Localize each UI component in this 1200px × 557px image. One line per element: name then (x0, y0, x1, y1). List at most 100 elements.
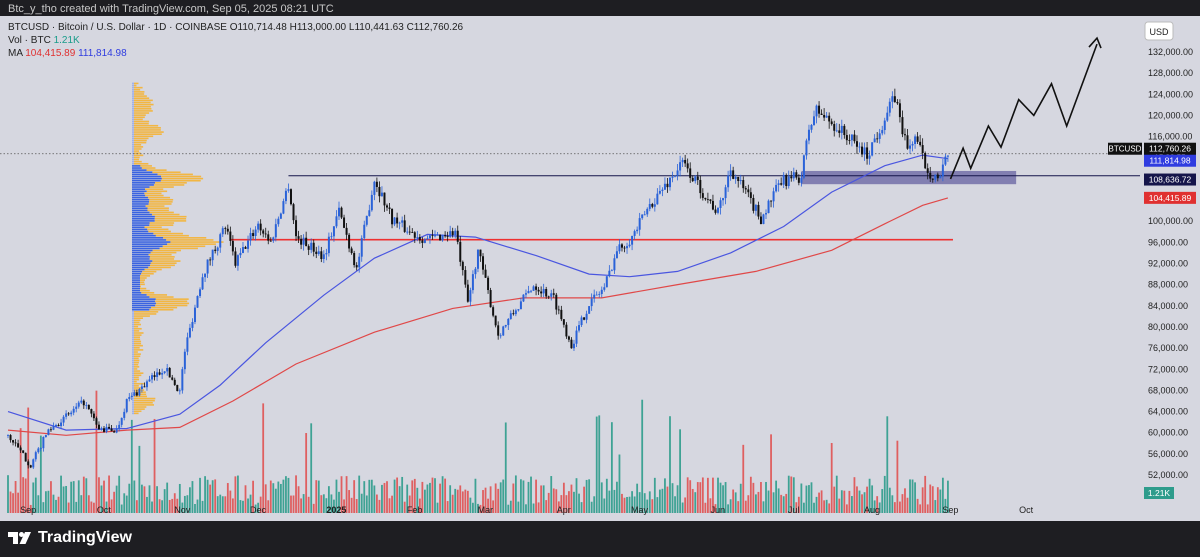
profile-bar (132, 182, 156, 184)
volume-bar (279, 483, 282, 513)
candle-body (201, 277, 204, 290)
candle-body (300, 238, 303, 245)
candle-body (464, 270, 467, 285)
profile-bar (146, 169, 167, 171)
candle-body (668, 177, 671, 188)
volume-bar (797, 496, 800, 513)
candle-body (171, 377, 174, 380)
profile-bar (134, 112, 150, 114)
profile-bar (134, 150, 140, 152)
volume-bar (578, 493, 580, 513)
candle-body (236, 255, 239, 266)
volume-bar (646, 499, 649, 513)
volume-bar (631, 491, 633, 513)
volume-bar (65, 485, 68, 513)
tradingview-logo[interactable]: TradingView (8, 529, 132, 547)
profile-bar (134, 103, 154, 106)
volume-bar (211, 480, 214, 513)
profile-bar (132, 156, 134, 159)
candle-body (343, 217, 346, 228)
profile-bar (132, 245, 163, 248)
profile-bar (160, 179, 201, 182)
volume-bar (95, 390, 98, 513)
volume-bar (555, 489, 558, 513)
candle-body (853, 134, 856, 142)
volume-bar (931, 486, 934, 513)
profile-bar (132, 319, 134, 322)
candle-body (759, 216, 762, 224)
currency-button[interactable] (1144, 21, 1174, 41)
volume-bar (77, 480, 80, 513)
candle-body (800, 177, 803, 183)
volume-bar (403, 501, 406, 513)
profile-bar (132, 88, 134, 91)
candle-body (838, 130, 841, 133)
price-tag-value: 108,636.72 (1149, 175, 1192, 185)
candle-body (42, 436, 45, 449)
profile-bar (132, 260, 153, 262)
volume-bar (623, 497, 626, 513)
profile-bar (132, 395, 134, 398)
candle-body (628, 244, 631, 247)
volume-bar (315, 480, 318, 513)
volume-bar (941, 477, 944, 513)
volume-bar (830, 442, 833, 513)
profile-bar (134, 137, 149, 140)
footer-bar: TradingView (0, 521, 1200, 557)
candle-body (535, 286, 538, 290)
volume-bar (893, 502, 896, 513)
profile-bar (145, 188, 164, 190)
candle-body (239, 252, 242, 256)
profile-bar (155, 234, 189, 237)
time-tick-label: Jul (788, 505, 800, 515)
candle-body (355, 265, 358, 268)
candle-body (335, 216, 338, 227)
candle-body (663, 183, 666, 190)
volume-bar (580, 502, 583, 513)
profile-bar (132, 277, 140, 279)
candle-body (517, 309, 520, 311)
candle-body (820, 113, 823, 115)
candle-body (325, 253, 328, 255)
candle-body (524, 293, 527, 295)
profile-bar (132, 146, 134, 148)
volume-bar (676, 485, 679, 513)
candle-body (340, 207, 343, 218)
price-chart[interactable]: USD 132,000.00 128,000.00 124,000.00 120,000… (0, 16, 1200, 521)
volume-bar (194, 503, 196, 513)
profile-bar (148, 230, 171, 233)
volume-bar (896, 440, 899, 513)
volume-bar (171, 498, 174, 513)
volume-bar (724, 482, 727, 513)
candle-body (699, 179, 702, 194)
candle-body (623, 247, 626, 249)
profile-bar (132, 321, 134, 324)
candle-body (360, 238, 363, 257)
support-zone-rect (801, 170, 1017, 185)
profile-bar (132, 408, 134, 410)
price-tick-label: 68,000.00 (1148, 385, 1188, 395)
profile-bar (150, 251, 177, 254)
candle-body (666, 183, 669, 188)
candle-body (626, 246, 629, 249)
time-tick-label: Oct (97, 505, 112, 515)
volume-bar (479, 504, 482, 513)
volume-bar (542, 485, 545, 513)
volume-bar (782, 496, 785, 513)
candle-body (701, 193, 704, 198)
volume-bar (775, 480, 778, 513)
profile-bar (150, 306, 178, 309)
volume-bar (696, 482, 699, 513)
profile-bar (140, 281, 145, 284)
candle-body (125, 399, 128, 412)
chart-panel[interactable]: USD 132,000.00 128,000.00 124,000.00 120,000… (0, 16, 1200, 521)
candle-body (375, 181, 378, 187)
candle-body (12, 440, 15, 443)
volume-bar (388, 498, 391, 513)
profile-bar (132, 97, 134, 100)
candle-body (386, 205, 389, 208)
volume-bar (62, 486, 65, 513)
volume-bar (605, 478, 608, 513)
candle-body (484, 269, 487, 278)
volume-bar (307, 496, 310, 513)
